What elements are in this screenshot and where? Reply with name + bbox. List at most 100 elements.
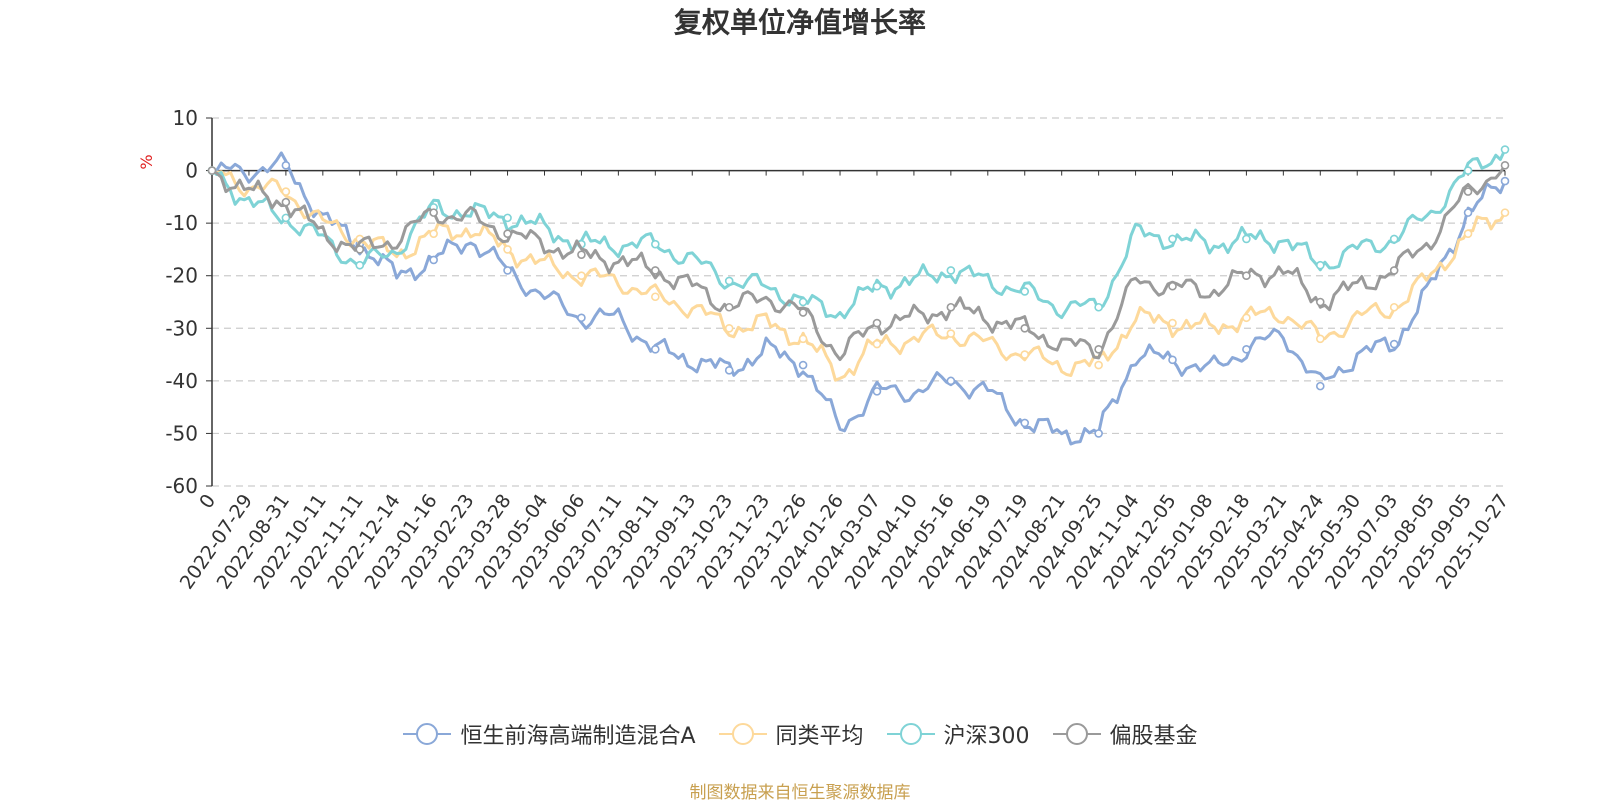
- data-point: [946, 329, 956, 338]
- data-point: [355, 245, 365, 254]
- data-point: [798, 297, 808, 307]
- data-point: [724, 323, 734, 333]
- data-point: [1315, 334, 1325, 344]
- data-point: [1094, 429, 1103, 438]
- data-point: [1315, 297, 1325, 307]
- data-point: [1242, 234, 1251, 244]
- data-point: [1500, 161, 1510, 170]
- series-line: [211, 148, 1507, 320]
- data-point: [651, 239, 660, 249]
- legend-marker-icon: [886, 723, 935, 745]
- data-point: [281, 187, 291, 196]
- legend-label: 沪深300: [943, 724, 1030, 749]
- data-point: [281, 213, 291, 223]
- source-note: 制图数据来自恒生聚源数据库: [689, 783, 911, 803]
- data-point: [1500, 208, 1510, 217]
- axis-layer: 100-10-20-30-40-50-6002022-07-292022-08-…: [165, 106, 1513, 593]
- data-point: [1315, 260, 1325, 270]
- data-point: [577, 271, 586, 281]
- legend-item[interactable]: 沪深300: [886, 718, 1030, 750]
- data-point: [872, 339, 882, 349]
- y-tick-label: -20: [165, 264, 198, 288]
- data-point: [1389, 234, 1399, 244]
- data-point: [577, 313, 586, 323]
- data-point: [1463, 229, 1473, 238]
- data-point: [1389, 302, 1399, 312]
- data-point: [724, 302, 734, 312]
- chart-title: 复权单位净值增长率: [674, 6, 926, 39]
- data-point: [1242, 345, 1251, 354]
- y-axis-unit: %: [137, 154, 156, 169]
- data-point: [429, 255, 438, 265]
- legend-label: 偏股基金: [1109, 724, 1198, 749]
- data-point: [1020, 418, 1030, 428]
- legend-label: 恒生前海高端制造混合A: [460, 724, 696, 749]
- data-point: [724, 276, 734, 286]
- data-point: [1094, 302, 1103, 312]
- data-point: [1168, 281, 1177, 291]
- data-point: [651, 345, 660, 354]
- data-point: [872, 318, 882, 328]
- data-point: [1463, 208, 1473, 217]
- legend-label: 同类平均: [775, 724, 864, 749]
- data-point: [798, 334, 808, 344]
- data-point: [355, 260, 365, 270]
- data-point: [1094, 345, 1103, 354]
- data-point: [577, 250, 586, 259]
- data-point: [1500, 176, 1510, 186]
- legend-marker-icon: [403, 723, 452, 745]
- x-tick-label: 0: [195, 490, 220, 513]
- legend: 恒生前海高端制造混合A 同类平均 沪深300 偏股基金: [0, 718, 1600, 750]
- data-point: [1020, 323, 1030, 333]
- legend-marker-icon: [1052, 723, 1101, 745]
- series-line: [212, 151, 1507, 446]
- data-point: [503, 266, 512, 275]
- data-point: [1094, 360, 1103, 370]
- data-point: [503, 229, 512, 238]
- data-point: [1242, 271, 1251, 281]
- legend-item[interactable]: 偏股基金: [1052, 718, 1198, 750]
- y-tick-label: -50: [165, 421, 198, 445]
- data-point: [1463, 166, 1473, 175]
- data-point: [1315, 381, 1325, 391]
- data-point: [1168, 318, 1177, 328]
- data-point: [1463, 187, 1473, 196]
- data-point: [651, 266, 660, 275]
- data-point: [651, 292, 660, 302]
- y-tick-label: 10: [173, 106, 198, 130]
- data-point: [429, 208, 438, 217]
- data-point: [946, 376, 956, 386]
- y-tick-label: -10: [165, 211, 198, 235]
- y-tick-label: -30: [165, 316, 198, 340]
- data-point: [946, 302, 956, 312]
- data-point: [1168, 234, 1177, 244]
- data-point: [872, 387, 882, 396]
- y-tick-label: -40: [165, 369, 198, 393]
- data-point: [724, 366, 734, 375]
- data-point: [281, 197, 291, 207]
- y-tick-label: 0: [185, 159, 198, 183]
- data-point: [798, 360, 808, 370]
- data-point: [1389, 339, 1399, 349]
- series-line: [211, 169, 1507, 382]
- data-point: [1020, 287, 1030, 296]
- y-tick-label: -60: [165, 474, 198, 498]
- data-point: [1500, 145, 1510, 154]
- data-point: [872, 281, 882, 291]
- data-point: [798, 308, 808, 317]
- legend-marker-icon: [718, 723, 767, 745]
- data-point: [1389, 266, 1399, 275]
- data-point: [1168, 355, 1177, 365]
- series-layer: [207, 145, 1510, 446]
- data-point: [207, 166, 217, 175]
- legend-item[interactable]: 同类平均: [718, 718, 864, 750]
- data-point: [1242, 313, 1251, 323]
- data-point: [503, 213, 512, 223]
- data-point: [1020, 350, 1030, 359]
- data-point: [281, 161, 291, 170]
- data-point: [503, 245, 512, 254]
- data-point: [429, 229, 438, 238]
- data-point: [946, 266, 956, 275]
- legend-item[interactable]: 恒生前海高端制造混合A: [402, 718, 696, 750]
